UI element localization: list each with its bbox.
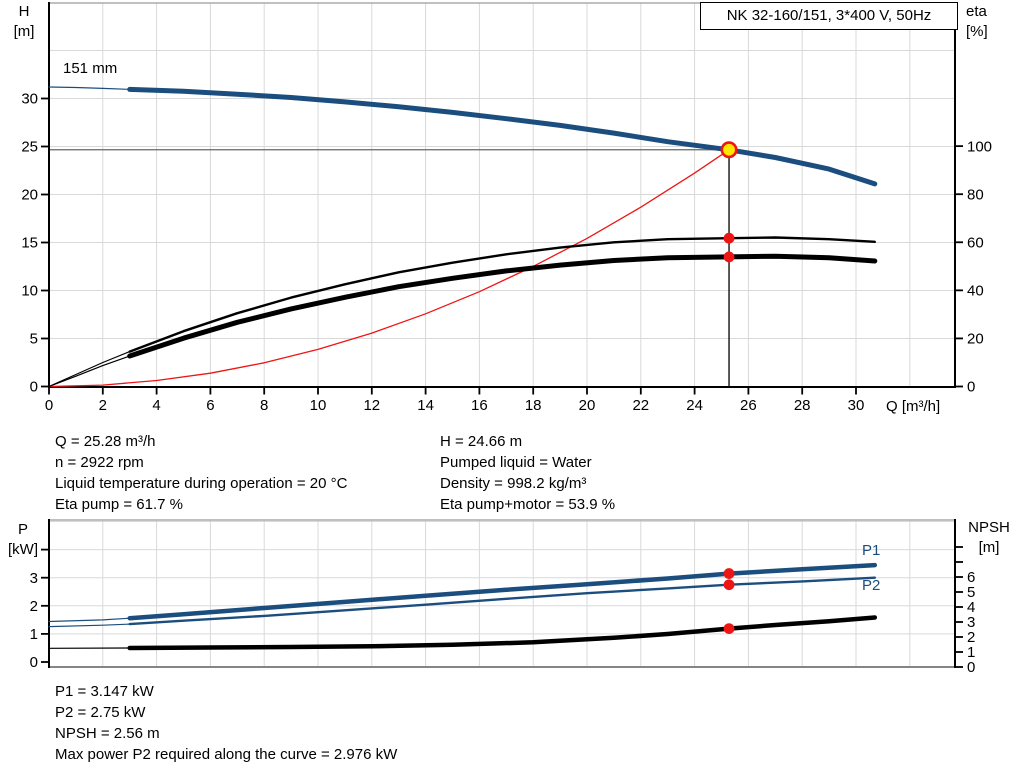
tick-label-right: 1: [967, 644, 975, 661]
eta-axis-label: eta [%]: [966, 2, 1012, 42]
p2-curve: [128, 576, 876, 626]
tick-label-x: 16: [471, 397, 488, 414]
tick-label-left: 2: [30, 598, 38, 615]
p2-point: [723, 579, 735, 591]
tick-label-right: 0: [967, 659, 975, 676]
p1-point: [723, 568, 735, 579]
pump-curve-151mm-thin: [48, 86, 131, 90]
impeller-size-label: 151 mm: [63, 60, 118, 77]
npsh-point: [723, 623, 735, 634]
duty-point: [720, 141, 738, 159]
p-axis-label-line2: [kW]: [8, 541, 38, 558]
tick-label-x: 30: [848, 397, 865, 414]
info-line-h: H = 24.66 m: [440, 433, 523, 450]
info-line-q: Q = 25.28 m³/h: [55, 433, 156, 450]
info-line-liquid-temp: Liquid temperature during operation = 20…: [55, 475, 348, 492]
tick-label-left: 5: [30, 331, 38, 348]
info-line-pumped-liquid: Pumped liquid = Water: [440, 454, 592, 471]
eta-pump-motor-point: [723, 251, 735, 263]
tick-label-x: 18: [525, 397, 542, 414]
info-line-eta-pump-motor: Eta pump+motor = 53.9 %: [440, 496, 616, 513]
p1-curve-label: P1: [862, 542, 881, 559]
tick-label-x: 8: [260, 397, 268, 414]
info-line-n: n = 2922 rpm: [55, 454, 144, 471]
p-axis-label-line1: P: [17, 521, 28, 538]
tick-label-x: 26: [740, 397, 757, 414]
eta-pump-curve-thin: [48, 351, 131, 388]
tick-label-right: 80: [967, 186, 984, 203]
tick-label-x: 2: [99, 397, 107, 414]
info-line-max-power: Max power P2 required along the curve = …: [55, 746, 398, 763]
tick-label-right: 0: [967, 379, 975, 396]
power-info-block: P1 = 3.147 kW P2 = 2.75 kW NPSH = 2.56 m…: [55, 681, 397, 765]
npsh-curve: [127, 615, 878, 651]
tick-label-left: 15: [21, 235, 38, 252]
eta-pump-motor-curve: [127, 253, 878, 359]
info-line-eta-pump: Eta pump = 61.7 %: [55, 496, 183, 513]
tick-label-left: 0: [30, 654, 38, 671]
tick-label-right: 40: [967, 283, 984, 300]
eta-axis-label-line2: [%]: [966, 23, 988, 40]
tick-label-left: 30: [21, 91, 38, 108]
system-curve: [48, 149, 730, 388]
h-axis-label: H [m]: [4, 2, 44, 42]
duty-info-column-left: Q = 25.28 m³/h n = 2922 rpm Liquid tempe…: [55, 431, 347, 515]
tick-label-left: 10: [21, 283, 38, 300]
tick-label-x: 20: [579, 397, 596, 414]
tick-label-x: 4: [152, 397, 160, 414]
tick-label-x: 6: [206, 397, 214, 414]
info-line-density: Density = 998.2 kg/m³: [440, 475, 587, 492]
tick-label-left: 20: [21, 187, 38, 204]
tick-label-right: 20: [967, 331, 984, 348]
tick-label-right: 2: [967, 629, 975, 646]
tick-label-x: 28: [794, 397, 811, 414]
tick-label-x: 24: [686, 397, 703, 414]
eta-pump-point: [723, 232, 735, 244]
h-axis-label-line1: H: [18, 3, 30, 20]
tick-label-left: 25: [21, 139, 38, 156]
tick-label-x: 12: [363, 397, 380, 414]
duty-info-column-right: H = 24.66 m Pumped liquid = Water Densit…: [440, 431, 615, 515]
tick-label-left: 1: [30, 626, 38, 643]
npsh-axis-label: NPSH [m]: [960, 518, 1018, 558]
tick-label-x: 0: [45, 397, 53, 414]
p1-curve: [127, 562, 878, 621]
info-line-p2: P2 = 2.75 kW: [55, 704, 146, 721]
tick-label-right: 100: [967, 138, 992, 155]
p-axis-label: P [kW]: [2, 520, 44, 560]
tick-label-right: 5: [967, 584, 975, 601]
p2-curve-label: P2: [862, 577, 881, 594]
npsh-axis-label-line1: NPSH: [968, 519, 1010, 536]
tick-label-right: 4: [967, 599, 975, 616]
tick-label-x: 10: [310, 397, 327, 414]
eta-pump-curve: [128, 236, 876, 353]
tick-label-left: 0: [30, 379, 38, 396]
p2-curve-thin: [48, 623, 131, 628]
tick-label-right: 3: [967, 614, 975, 631]
q-axis-label: Q [m³/h]: [886, 398, 941, 415]
tick-label-x: 22: [632, 397, 649, 414]
eta-pump-motor-curve-thin: [48, 355, 131, 388]
npsh-axis-label-line2: [m]: [978, 539, 1000, 556]
tick-label-right: 6: [967, 569, 975, 586]
h-axis-label-line2: [m]: [13, 23, 35, 40]
pump-curve-151mm: [127, 86, 878, 187]
p1-curve-thin: [48, 617, 131, 623]
info-line-p1: P1 = 3.147 kW: [55, 683, 154, 700]
eta-axis-label-line1: eta: [966, 3, 987, 20]
tick-label-x: 14: [417, 397, 434, 414]
info-line-npsh: NPSH = 2.56 m: [55, 725, 160, 742]
tick-label-left: 3: [30, 570, 38, 587]
tick-label-right: 60: [967, 234, 984, 251]
pump-title-box: NK 32-160/151, 3*400 V, 50Hz: [700, 2, 958, 30]
